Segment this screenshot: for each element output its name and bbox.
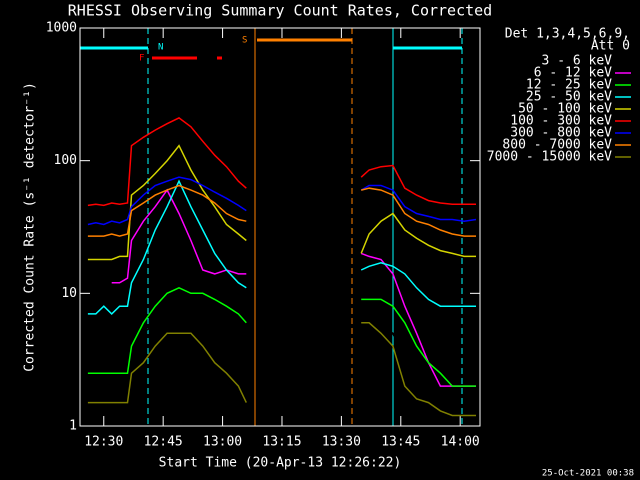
observing-flags xyxy=(80,28,463,426)
plot-frame xyxy=(79,27,481,427)
y-tick-label: 1 xyxy=(69,419,77,434)
legend-label: 6 - 12 keV xyxy=(534,66,612,81)
x-tick-label: 12:45 xyxy=(144,435,183,450)
annotation: S xyxy=(242,36,247,46)
series-line xyxy=(87,286,476,387)
y-axis-label: Corrected Count Rate (s⁻¹ detector⁻¹) xyxy=(23,82,38,372)
x-tick-label: 13:45 xyxy=(381,435,420,450)
y-tick-label: 10 xyxy=(61,286,77,301)
x-axis-label: Start Time (20-Apr-13 12:26:22) xyxy=(159,456,402,471)
legend-label: 3 - 6 keV xyxy=(542,54,613,69)
x-tick-label: 13:15 xyxy=(262,435,301,450)
legend-label: 12 - 25 keV xyxy=(526,78,612,93)
chart-title: RHESSI Observing Summary Count Rates, Co… xyxy=(68,2,492,20)
legend-header: Det 1,3,4,5,6,9, xyxy=(505,27,630,42)
series-line xyxy=(87,176,477,226)
y-tick-label: 1000 xyxy=(46,21,77,36)
series-line xyxy=(87,184,476,237)
x-tick-label: 13:30 xyxy=(322,435,361,450)
y-tick-label: 100 xyxy=(54,153,77,168)
series-line xyxy=(87,117,476,207)
legend-label: 800 - 7000 keV xyxy=(502,138,612,153)
legend-label: 25 - 50 keV xyxy=(526,90,612,105)
legend-label: 300 - 800 keV xyxy=(510,126,612,141)
x-tick-label: 12:30 xyxy=(84,435,123,450)
series-line xyxy=(87,322,476,417)
legend-label: 50 - 100 keV xyxy=(518,102,612,117)
series-line xyxy=(87,179,476,315)
legend-header: Att 0 xyxy=(591,39,630,54)
annotation: F xyxy=(139,54,144,64)
timestamp: 25-Oct-2021 00:38 xyxy=(542,469,634,479)
legend-label: 100 - 300 keV xyxy=(510,114,612,129)
x-tick-label: 13:00 xyxy=(203,435,242,450)
annotation: N xyxy=(158,43,163,53)
x-tick-label: 14:00 xyxy=(441,435,480,450)
legend-label: 7000 - 15000 keV xyxy=(487,150,612,165)
series-line xyxy=(87,144,476,261)
series-line xyxy=(142,210,406,363)
